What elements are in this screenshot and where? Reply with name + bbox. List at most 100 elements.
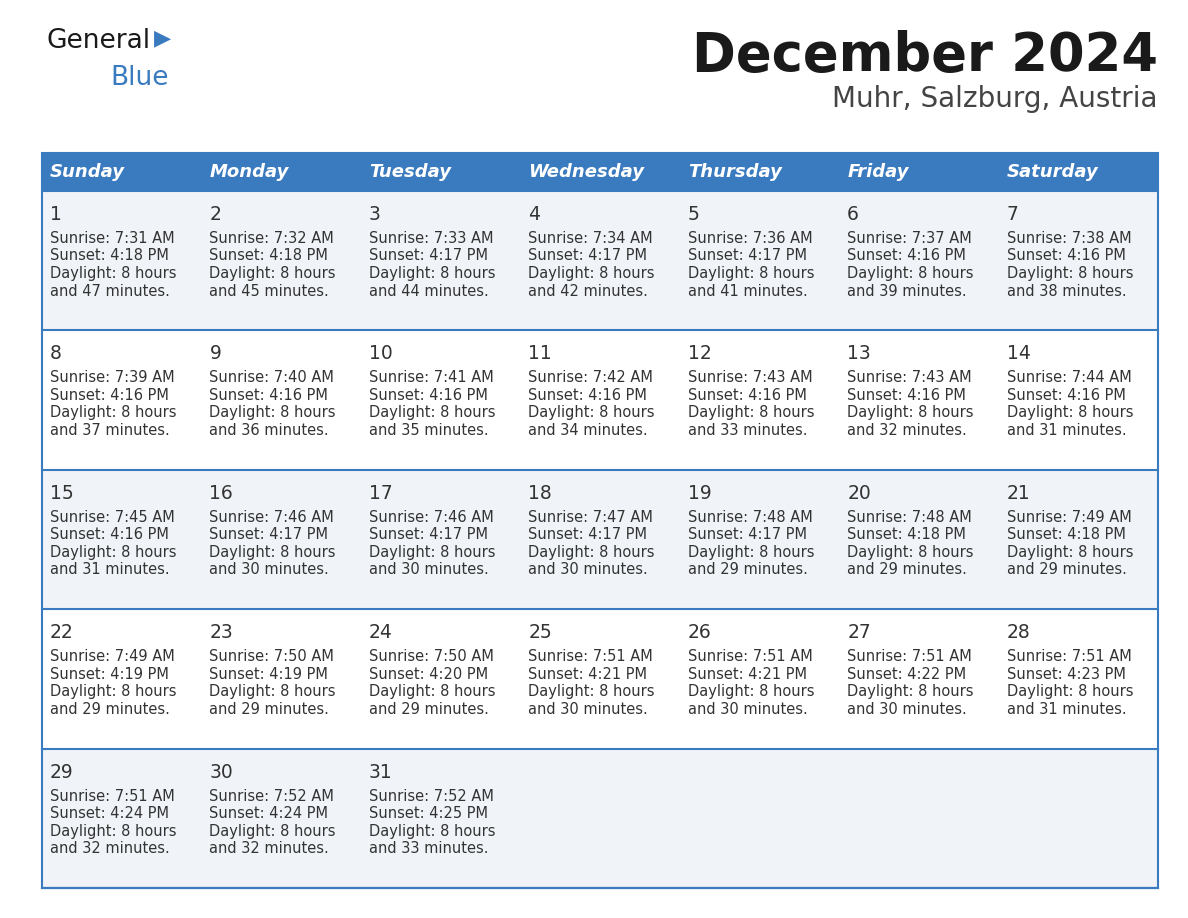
Text: 17: 17: [368, 484, 392, 503]
Text: ▶: ▶: [154, 28, 171, 48]
Text: and 30 minutes.: and 30 minutes.: [209, 563, 329, 577]
Text: and 30 minutes.: and 30 minutes.: [688, 701, 808, 717]
Text: and 33 minutes.: and 33 minutes.: [688, 423, 807, 438]
Bar: [42, 153, 1158, 888]
Text: 24: 24: [368, 623, 393, 643]
Text: and 35 minutes.: and 35 minutes.: [368, 423, 488, 438]
Text: Daylight: 8 hours: Daylight: 8 hours: [209, 544, 336, 560]
Text: Daylight: 8 hours: Daylight: 8 hours: [847, 406, 974, 420]
Text: Sunset: 4:17 PM: Sunset: 4:17 PM: [529, 249, 647, 263]
Text: 9: 9: [209, 344, 221, 364]
Text: Sunset: 4:18 PM: Sunset: 4:18 PM: [50, 249, 169, 263]
Text: Sunday: Sunday: [50, 163, 125, 181]
Text: Daylight: 8 hours: Daylight: 8 hours: [1006, 684, 1133, 700]
Text: December 2024: December 2024: [691, 30, 1158, 82]
Text: Daylight: 8 hours: Daylight: 8 hours: [847, 266, 974, 281]
Text: Sunset: 4:16 PM: Sunset: 4:16 PM: [1006, 388, 1125, 403]
Text: and 34 minutes.: and 34 minutes.: [529, 423, 647, 438]
Text: and 29 minutes.: and 29 minutes.: [1006, 563, 1126, 577]
Bar: [42, 748, 1158, 888]
Text: Daylight: 8 hours: Daylight: 8 hours: [368, 684, 495, 700]
Text: Sunrise: 7:50 AM: Sunrise: 7:50 AM: [209, 649, 334, 665]
Text: 26: 26: [688, 623, 712, 643]
Bar: [42, 191, 1158, 330]
Text: Sunrise: 7:51 AM: Sunrise: 7:51 AM: [688, 649, 813, 665]
Text: and 30 minutes.: and 30 minutes.: [847, 701, 967, 717]
Text: Sunset: 4:16 PM: Sunset: 4:16 PM: [847, 388, 966, 403]
Text: Monday: Monday: [209, 163, 289, 181]
Text: Muhr, Salzburg, Austria: Muhr, Salzburg, Austria: [833, 85, 1158, 113]
Text: Sunset: 4:16 PM: Sunset: 4:16 PM: [1006, 249, 1125, 263]
Text: Sunset: 4:16 PM: Sunset: 4:16 PM: [50, 527, 169, 543]
Text: Sunset: 4:16 PM: Sunset: 4:16 PM: [529, 388, 647, 403]
Text: Sunset: 4:18 PM: Sunset: 4:18 PM: [1006, 527, 1125, 543]
Text: Daylight: 8 hours: Daylight: 8 hours: [847, 544, 974, 560]
Text: and 29 minutes.: and 29 minutes.: [368, 701, 488, 717]
Text: Daylight: 8 hours: Daylight: 8 hours: [529, 406, 655, 420]
Text: 30: 30: [209, 763, 233, 781]
Text: Sunrise: 7:51 AM: Sunrise: 7:51 AM: [1006, 649, 1131, 665]
Text: and 29 minutes.: and 29 minutes.: [209, 701, 329, 717]
Text: 19: 19: [688, 484, 712, 503]
Text: Daylight: 8 hours: Daylight: 8 hours: [1006, 406, 1133, 420]
Text: and 30 minutes.: and 30 minutes.: [529, 701, 647, 717]
Text: Sunset: 4:24 PM: Sunset: 4:24 PM: [50, 806, 169, 821]
Text: Daylight: 8 hours: Daylight: 8 hours: [688, 684, 814, 700]
Text: Sunset: 4:16 PM: Sunset: 4:16 PM: [368, 388, 488, 403]
Text: Sunset: 4:21 PM: Sunset: 4:21 PM: [688, 666, 807, 682]
Text: Sunset: 4:18 PM: Sunset: 4:18 PM: [847, 527, 966, 543]
Text: 22: 22: [50, 623, 74, 643]
Text: and 32 minutes.: and 32 minutes.: [847, 423, 967, 438]
Text: 6: 6: [847, 205, 859, 224]
Text: Sunrise: 7:48 AM: Sunrise: 7:48 AM: [688, 509, 813, 525]
Text: General: General: [48, 28, 151, 54]
Text: and 29 minutes.: and 29 minutes.: [688, 563, 808, 577]
Text: and 29 minutes.: and 29 minutes.: [847, 563, 967, 577]
Text: and 37 minutes.: and 37 minutes.: [50, 423, 170, 438]
Text: 27: 27: [847, 623, 871, 643]
Text: and 29 minutes.: and 29 minutes.: [50, 701, 170, 717]
Text: 15: 15: [50, 484, 74, 503]
Bar: [42, 330, 1158, 470]
Text: 29: 29: [50, 763, 74, 781]
Text: Tuesday: Tuesday: [368, 163, 451, 181]
Text: 14: 14: [1006, 344, 1030, 364]
Text: 7: 7: [1006, 205, 1018, 224]
Text: 13: 13: [847, 344, 871, 364]
Text: 1: 1: [50, 205, 62, 224]
Text: and 30 minutes.: and 30 minutes.: [529, 563, 647, 577]
Text: and 31 minutes.: and 31 minutes.: [1006, 701, 1126, 717]
Text: Sunrise: 7:41 AM: Sunrise: 7:41 AM: [368, 370, 493, 386]
Text: Sunrise: 7:33 AM: Sunrise: 7:33 AM: [368, 231, 493, 246]
Text: Daylight: 8 hours: Daylight: 8 hours: [50, 406, 177, 420]
Text: and 36 minutes.: and 36 minutes.: [209, 423, 329, 438]
Bar: [42, 153, 1158, 191]
Text: 21: 21: [1006, 484, 1030, 503]
Text: Sunset: 4:24 PM: Sunset: 4:24 PM: [209, 806, 328, 821]
Text: Sunrise: 7:44 AM: Sunrise: 7:44 AM: [1006, 370, 1131, 386]
Text: 12: 12: [688, 344, 712, 364]
Text: Daylight: 8 hours: Daylight: 8 hours: [50, 684, 177, 700]
Text: 5: 5: [688, 205, 700, 224]
Text: Sunrise: 7:46 AM: Sunrise: 7:46 AM: [209, 509, 334, 525]
Text: Sunrise: 7:49 AM: Sunrise: 7:49 AM: [1006, 509, 1131, 525]
Text: 4: 4: [529, 205, 541, 224]
Text: Daylight: 8 hours: Daylight: 8 hours: [368, 266, 495, 281]
Text: Daylight: 8 hours: Daylight: 8 hours: [368, 406, 495, 420]
Text: Daylight: 8 hours: Daylight: 8 hours: [688, 266, 814, 281]
Text: Sunset: 4:20 PM: Sunset: 4:20 PM: [368, 666, 488, 682]
Text: Sunrise: 7:50 AM: Sunrise: 7:50 AM: [368, 649, 494, 665]
Text: and 41 minutes.: and 41 minutes.: [688, 284, 808, 298]
Text: 18: 18: [529, 484, 552, 503]
Text: Sunrise: 7:38 AM: Sunrise: 7:38 AM: [1006, 231, 1131, 246]
Text: and 42 minutes.: and 42 minutes.: [529, 284, 649, 298]
Text: and 47 minutes.: and 47 minutes.: [50, 284, 170, 298]
Text: Sunrise: 7:51 AM: Sunrise: 7:51 AM: [847, 649, 972, 665]
Text: and 31 minutes.: and 31 minutes.: [1006, 423, 1126, 438]
Text: Sunrise: 7:34 AM: Sunrise: 7:34 AM: [529, 231, 653, 246]
Text: Sunrise: 7:52 AM: Sunrise: 7:52 AM: [368, 789, 494, 803]
Text: Daylight: 8 hours: Daylight: 8 hours: [847, 684, 974, 700]
Text: and 33 minutes.: and 33 minutes.: [368, 841, 488, 856]
Text: 8: 8: [50, 344, 62, 364]
Text: Sunrise: 7:52 AM: Sunrise: 7:52 AM: [209, 789, 334, 803]
